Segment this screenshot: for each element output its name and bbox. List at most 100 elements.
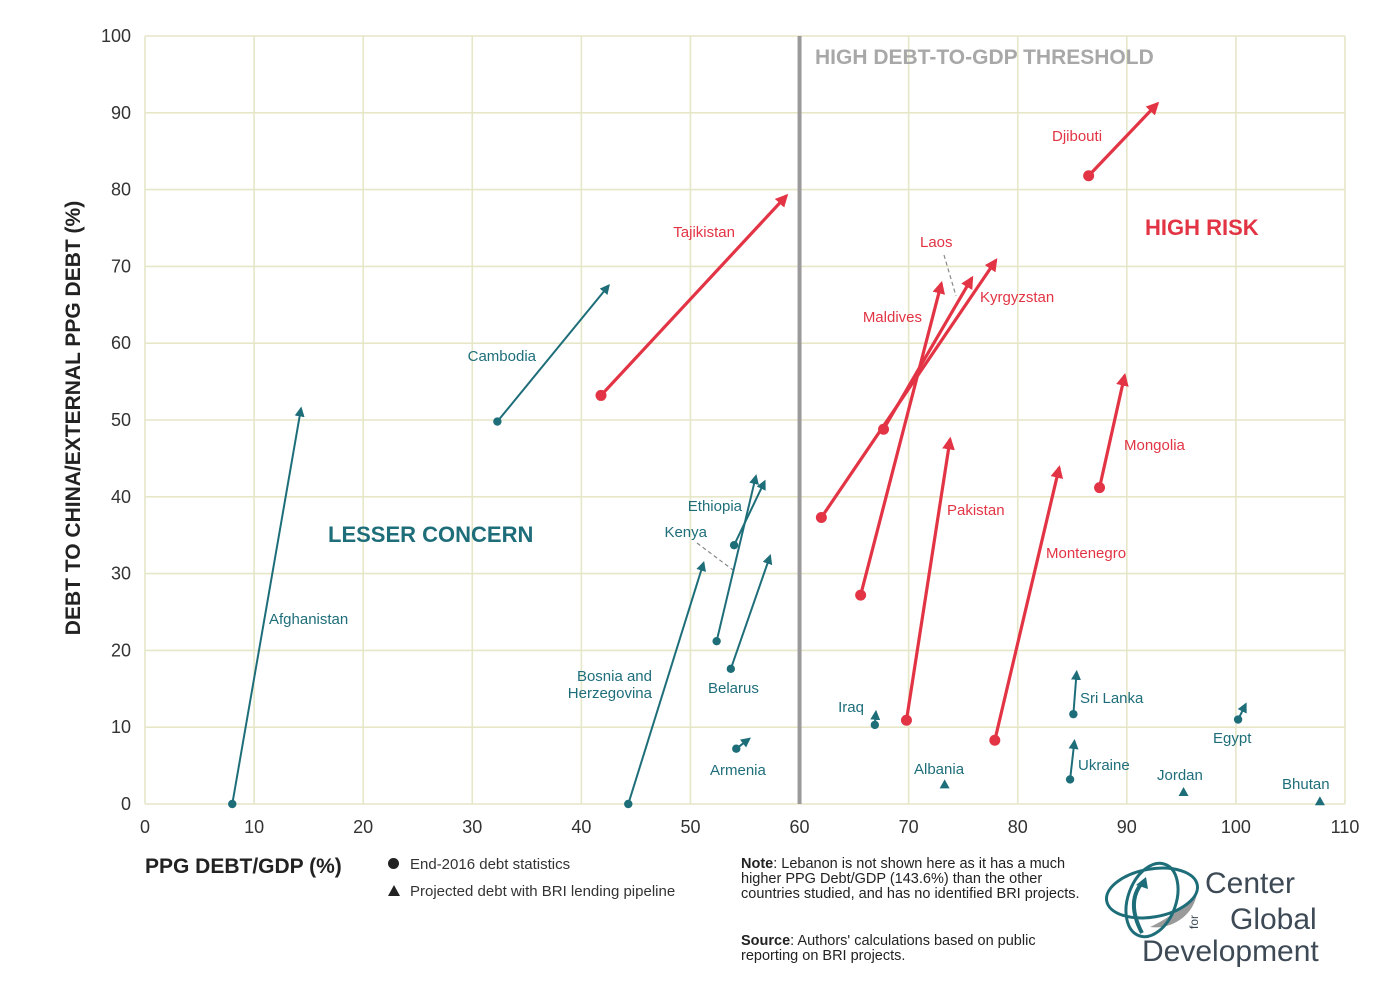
region-high-risk: HIGH RISK — [1145, 215, 1259, 240]
legend-projected: Projected debt with BRI lending pipeline — [388, 883, 675, 900]
x-tick-label: 0 — [140, 817, 150, 837]
data-layer — [228, 101, 1325, 809]
y-tick-label: 70 — [111, 256, 131, 276]
label-ethiopia: Ethiopia — [688, 498, 743, 515]
x-tick-label: 10 — [244, 817, 264, 837]
point-iraq — [870, 720, 880, 730]
arrow-maldives — [859, 280, 945, 596]
arrow-montenegro — [993, 465, 1064, 741]
country-pakistan — [900, 436, 955, 726]
point-maldives — [855, 589, 867, 601]
grid-lines — [144, 35, 1346, 805]
logo-text-global: Global — [1230, 903, 1317, 936]
note-body: : Lebanon is not shown here as it has a … — [741, 856, 1080, 902]
logo-text-center: Center — [1205, 867, 1296, 900]
country-jordan — [1178, 787, 1189, 797]
arrow-djibouti — [1087, 101, 1160, 177]
point-bosnia-and-herzegovina — [624, 799, 633, 809]
x-tick-label: 20 — [353, 817, 373, 837]
point-afghanistan — [228, 799, 237, 809]
arrow-kenya — [733, 479, 766, 546]
legend-circle-icon — [388, 858, 399, 869]
arrow-bosnia-and-herzegovina — [627, 560, 706, 805]
point-kenya — [729, 540, 739, 550]
label-laos: Laos — [920, 234, 953, 251]
x-tick-label: 60 — [790, 817, 810, 837]
arrow-ukraine — [1068, 739, 1079, 780]
point-pakistan — [900, 714, 912, 726]
arrow-pakistan — [904, 436, 955, 721]
label-cambodia: Cambodia — [468, 348, 537, 365]
label-iraq: Iraq — [838, 699, 864, 716]
country-belarus — [726, 554, 773, 674]
logo-text-for: for — [1187, 914, 1202, 930]
source-body: : Authors' calculations based on public … — [741, 933, 1036, 964]
triangle-albania — [939, 779, 950, 789]
y-axis-label: DEBT TO CHINA/EXTERNAL PPG DEBT (%) — [62, 201, 85, 635]
label-tajikistan: Tajikistan — [673, 224, 735, 241]
x-tick-label: 40 — [571, 817, 591, 837]
x-tick-label: 110 — [1331, 817, 1360, 837]
y-tick-label: 30 — [111, 564, 131, 584]
source-text: Source: Authors' calculations based on p… — [741, 934, 1091, 964]
note-label: Note — [741, 856, 774, 872]
arrow-cambodia — [496, 284, 610, 423]
point-ethiopia — [712, 636, 721, 646]
point-armenia — [732, 744, 741, 753]
arrow-afghanistan — [231, 406, 305, 805]
y-tick-label: 90 — [111, 103, 131, 123]
note-text: Note: Lebanon is not shown here as it ha… — [741, 857, 1091, 902]
arrow-belarus — [729, 554, 773, 670]
label-sri-lanka: Sri Lanka — [1080, 690, 1144, 707]
point-egypt — [1233, 715, 1243, 724]
triangle-jordan — [1178, 787, 1189, 797]
country-montenegro — [989, 465, 1064, 746]
legend-triangle-icon — [388, 885, 400, 896]
country-albania — [939, 779, 950, 789]
label-jordan: Jordan — [1157, 767, 1203, 784]
x-tick-label: 70 — [899, 817, 919, 837]
label-albania: Albania — [914, 761, 965, 778]
x-tick-label: 80 — [1008, 817, 1028, 837]
point-belarus — [726, 664, 736, 674]
source-label: Source — [741, 933, 791, 949]
logo-text-development: Development — [1142, 935, 1319, 968]
y-tick-label: 80 — [111, 180, 131, 200]
label-bhutan: Bhutan — [1282, 776, 1330, 793]
x-tick-label: 50 — [680, 817, 700, 837]
label-pakistan: Pakistan — [947, 502, 1005, 519]
country-maldives — [855, 280, 945, 601]
y-tick-label: 100 — [101, 26, 131, 46]
country-ukraine — [1065, 739, 1079, 784]
point-laos — [815, 512, 827, 524]
label-djibouti: Djibouti — [1052, 128, 1102, 145]
cgd-logo: Center for Global Development — [1102, 855, 1362, 975]
country-kyrgyzstan — [878, 275, 974, 435]
point-cambodia — [493, 417, 502, 426]
label-montenegro: Montenegro — [1046, 545, 1126, 562]
country-bhutan — [1314, 796, 1325, 806]
label-armenia: Armenia — [710, 762, 767, 779]
x-tick-label: 90 — [1117, 817, 1137, 837]
legend-end2016-label: End-2016 debt statistics — [410, 856, 571, 873]
label-kyrgyzstan: Kyrgyzstan — [980, 289, 1054, 306]
region-lesser-concern: LESSER CONCERN — [328, 522, 533, 547]
point-djibouti — [1083, 170, 1095, 182]
country-cambodia — [493, 284, 610, 426]
y-tick-label: 20 — [111, 640, 131, 660]
country-tajikistan — [595, 193, 789, 401]
point-montenegro — [989, 734, 1001, 746]
country-sri-lanka — [1069, 669, 1082, 719]
x-tick-label: 30 — [462, 817, 482, 837]
point-kyrgyzstan — [878, 423, 890, 435]
country-bosnia-and-herzegovina — [624, 560, 706, 809]
point-mongolia — [1094, 482, 1106, 494]
label-ukraine: Ukraine — [1078, 757, 1130, 774]
arrow-ethiopia — [715, 474, 759, 642]
globe-logo-icon — [1105, 861, 1199, 939]
country-kenya — [729, 479, 766, 550]
country-iraq — [870, 709, 881, 730]
point-sri-lanka — [1069, 709, 1078, 719]
y-tick-label: 10 — [111, 717, 131, 737]
label-egypt: Egypt — [1213, 730, 1252, 747]
